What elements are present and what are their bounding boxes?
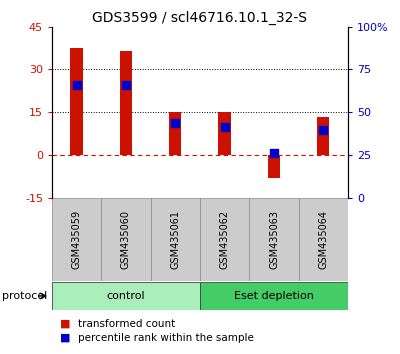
Point [123, 82, 129, 88]
Bar [151, 198, 200, 281]
Point [271, 150, 277, 155]
Text: GDS3599 / scl46716.10.1_32-S: GDS3599 / scl46716.10.1_32-S [92, 11, 308, 25]
Bar [268, 155, 280, 178]
Bar [52, 198, 101, 281]
Bar [299, 198, 348, 281]
Text: ■: ■ [60, 319, 70, 329]
Bar [249, 198, 299, 281]
Text: protocol: protocol [2, 291, 47, 301]
Text: GSM435061: GSM435061 [170, 210, 180, 269]
Bar [101, 198, 151, 281]
Text: percentile rank within the sample: percentile rank within the sample [78, 333, 254, 343]
Bar [52, 282, 200, 310]
Bar [200, 198, 249, 281]
Text: control: control [107, 291, 145, 301]
Point [74, 82, 80, 88]
Text: GSM435060: GSM435060 [121, 210, 131, 269]
Bar [120, 51, 132, 155]
Bar [218, 113, 231, 155]
Bar [200, 282, 348, 310]
Point [172, 120, 178, 126]
Text: GSM435063: GSM435063 [269, 210, 279, 269]
Bar [70, 48, 83, 155]
Bar [169, 113, 182, 155]
Text: GSM435059: GSM435059 [72, 210, 82, 269]
Point [222, 124, 228, 130]
Text: GSM435062: GSM435062 [220, 210, 230, 269]
Text: GSM435064: GSM435064 [318, 210, 328, 269]
Bar [317, 117, 330, 155]
Text: ■: ■ [60, 333, 70, 343]
Text: transformed count: transformed count [78, 319, 175, 329]
Point [320, 127, 326, 132]
Text: Eset depletion: Eset depletion [234, 291, 314, 301]
